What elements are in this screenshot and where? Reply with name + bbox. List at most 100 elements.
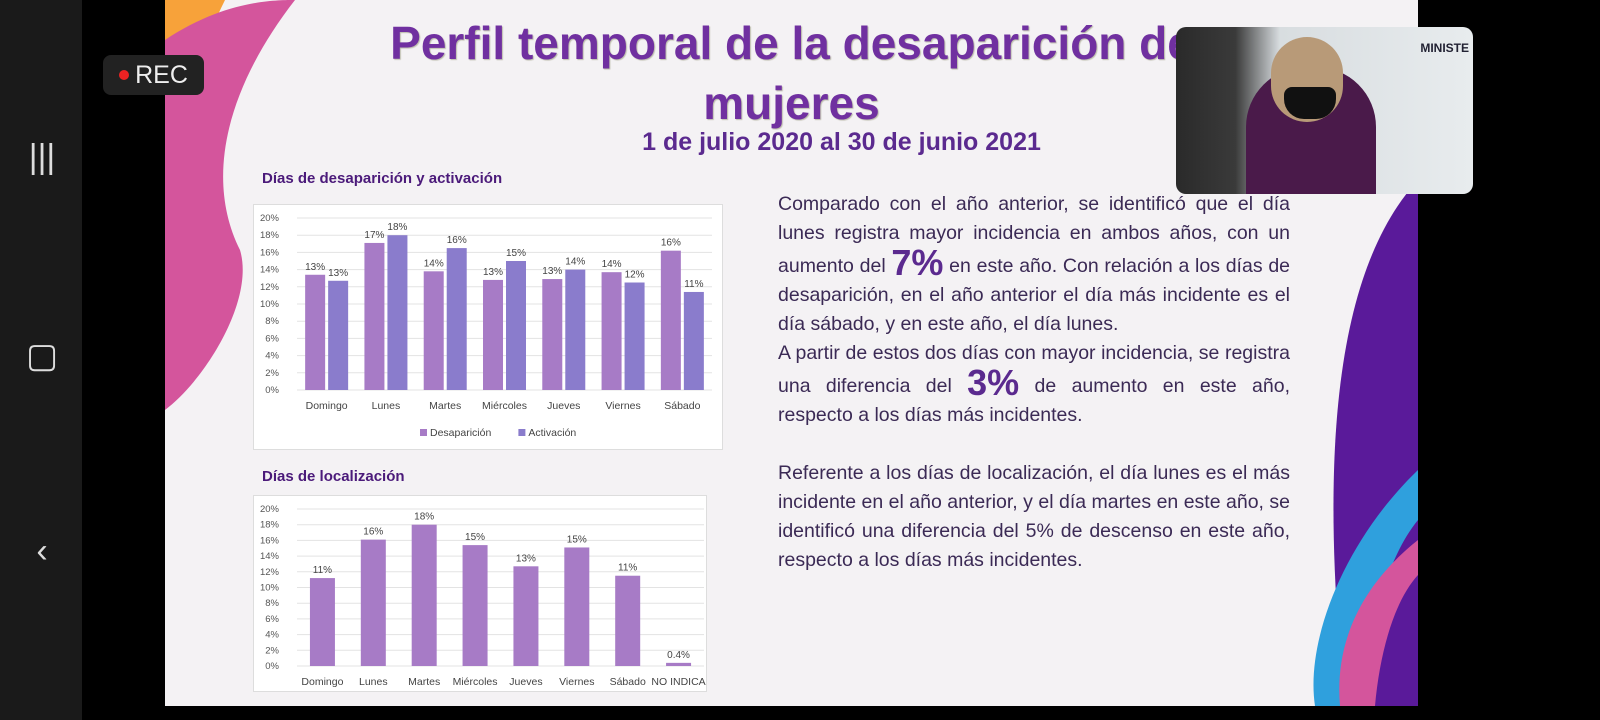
bar bbox=[364, 242, 385, 390]
y-tick-label: 10% bbox=[260, 299, 280, 310]
slide-subtitle: 1 de julio 2020 al 30 de junio 2021 bbox=[642, 128, 1041, 156]
paragraph-2: A partir de estos dos días con mayor inc… bbox=[778, 339, 1290, 430]
y-tick-label: 18% bbox=[260, 520, 280, 531]
bar bbox=[564, 547, 590, 666]
data-label: 17% bbox=[364, 230, 384, 241]
y-tick-label: 4% bbox=[265, 351, 279, 362]
slide-title-line1: Perfil temporal de la desaparición de bbox=[390, 17, 1193, 69]
legend-label: Activación bbox=[528, 427, 576, 439]
slide-body-text: Comparado con el año anterior, se identi… bbox=[778, 190, 1290, 575]
p1-highlight: 7% bbox=[891, 242, 944, 283]
y-tick-label: 16% bbox=[260, 247, 280, 258]
data-label: 18% bbox=[387, 222, 407, 233]
p1-text-b: en este año. Con relación a los días de … bbox=[778, 255, 1291, 335]
x-tick-label: Miércoles bbox=[453, 676, 498, 688]
y-tick-label: 12% bbox=[260, 282, 280, 293]
x-tick-label: Domingo bbox=[301, 676, 343, 688]
y-tick-label: 0% bbox=[265, 385, 279, 396]
data-label: 13% bbox=[483, 267, 503, 278]
data-label: 14% bbox=[565, 257, 585, 268]
bar bbox=[506, 261, 526, 390]
data-label: 11% bbox=[618, 563, 637, 574]
data-label: 16% bbox=[661, 238, 681, 249]
recent-apps-icon[interactable]: ||| bbox=[28, 138, 56, 176]
android-nav-bar: ||| ▢ ‹ bbox=[0, 0, 82, 720]
bar bbox=[542, 279, 563, 390]
y-tick-label: 10% bbox=[260, 583, 280, 594]
paragraph-3: Referente a los días de localización, el… bbox=[778, 462, 1290, 571]
paragraph-1: Comparado con el año anterior, se identi… bbox=[778, 190, 1290, 339]
y-tick-label: 0% bbox=[265, 661, 279, 672]
data-label: 12% bbox=[625, 270, 645, 281]
bar bbox=[423, 271, 444, 390]
x-tick-label: Martes bbox=[408, 676, 440, 688]
data-label: 13% bbox=[305, 262, 325, 273]
bar bbox=[666, 662, 692, 666]
y-tick-label: 16% bbox=[260, 535, 280, 546]
x-tick-label: Domingo bbox=[306, 400, 348, 412]
bar bbox=[462, 545, 488, 666]
x-tick-label: Miércoles bbox=[482, 400, 527, 412]
y-tick-label: 20% bbox=[260, 213, 280, 224]
rec-label: REC bbox=[135, 60, 188, 89]
data-label: 15% bbox=[567, 534, 587, 545]
bar bbox=[328, 280, 349, 390]
legend-label: Desaparición bbox=[430, 427, 491, 439]
p2-text-b: de aumento en este año, respecto a los d… bbox=[778, 375, 1290, 426]
data-label: 14% bbox=[424, 258, 444, 269]
bar bbox=[309, 578, 335, 666]
data-label: 13% bbox=[542, 266, 562, 277]
y-tick-label: 14% bbox=[260, 551, 280, 562]
legend-swatch bbox=[518, 429, 526, 436]
y-tick-label: 18% bbox=[260, 230, 280, 241]
bar bbox=[683, 291, 704, 390]
data-label: 11% bbox=[313, 565, 332, 576]
home-icon[interactable]: ▢ bbox=[25, 337, 59, 375]
chart2-title: Días de localización bbox=[262, 468, 405, 485]
chart2: 0% 2% 4% 6% 8% 10% 12% 14% 16% 18% 20% Domingo 11% Lu… bbox=[253, 495, 707, 692]
rec-indicator: REC bbox=[103, 55, 204, 95]
x-tick-label: Martes bbox=[429, 400, 461, 412]
bar bbox=[446, 248, 467, 390]
x-tick-label: Sábado bbox=[664, 400, 700, 412]
slide-title-line2: mujeres bbox=[703, 77, 880, 129]
y-tick-label: 4% bbox=[265, 630, 279, 641]
data-label: 15% bbox=[506, 248, 526, 259]
data-label: 0.4% bbox=[667, 650, 690, 661]
x-tick-label: Viernes bbox=[559, 676, 594, 688]
y-tick-label: 14% bbox=[260, 265, 280, 276]
data-label: 15% bbox=[465, 532, 485, 543]
bar bbox=[601, 272, 622, 390]
x-tick-label: Jueves bbox=[547, 400, 580, 412]
chart1-title: Días de desaparición y activación bbox=[262, 170, 503, 187]
y-tick-label: 2% bbox=[265, 645, 279, 656]
data-label: 16% bbox=[363, 527, 383, 538]
data-label: 13% bbox=[328, 268, 348, 279]
x-tick-label: Lunes bbox=[372, 400, 401, 412]
x-tick-label: Viernes bbox=[605, 400, 640, 412]
y-tick-label: 2% bbox=[265, 368, 279, 379]
bar bbox=[387, 235, 408, 390]
chart1: 0% 2% 4% 6% 8% 10% 12% 14% 16% 18% 20% Domingo 13% 13… bbox=[253, 204, 723, 450]
webcam-overlay[interactable]: MINISTE bbox=[1176, 27, 1473, 194]
y-tick-label: 20% bbox=[260, 504, 280, 515]
back-icon[interactable]: ‹ bbox=[36, 532, 48, 570]
legend-swatch bbox=[420, 429, 427, 436]
data-label: 14% bbox=[602, 259, 622, 270]
bar bbox=[305, 274, 326, 390]
data-label: 11% bbox=[684, 279, 703, 290]
y-tick-label: 12% bbox=[260, 567, 280, 578]
bar bbox=[615, 575, 641, 666]
data-label: 16% bbox=[447, 235, 467, 246]
bar bbox=[660, 250, 681, 390]
p2-highlight: 3% bbox=[967, 362, 1020, 403]
y-tick-label: 6% bbox=[265, 614, 279, 625]
x-tick-label: NO INDICA bbox=[651, 676, 705, 688]
p1-text-a: Comparado con el año anterior, se identi… bbox=[778, 193, 1290, 277]
p2-text-a: A partir de estos dos días con mayor inc… bbox=[778, 342, 1290, 397]
bar bbox=[513, 566, 539, 666]
y-tick-label: 6% bbox=[265, 333, 279, 344]
bar bbox=[411, 524, 437, 666]
data-label: 13% bbox=[516, 553, 536, 564]
y-tick-label: 8% bbox=[265, 316, 279, 327]
